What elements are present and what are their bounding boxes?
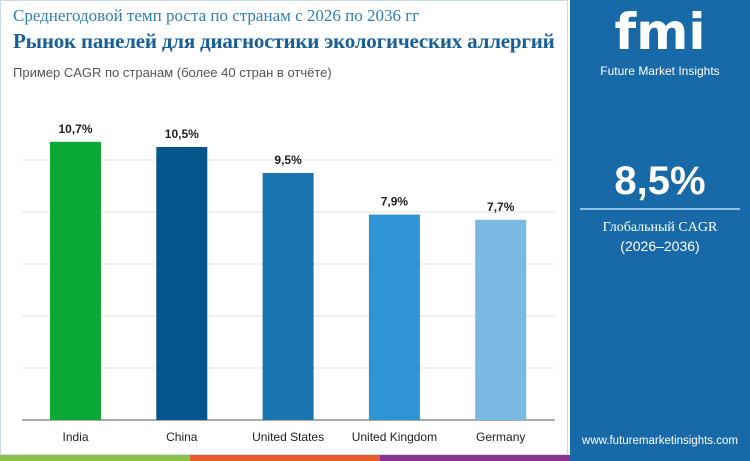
divider [580, 208, 740, 210]
logo-caption: Future Market Insights [600, 64, 720, 78]
data-label: 10,7% [58, 122, 92, 136]
bar [156, 147, 208, 420]
website-link[interactable]: www.futuremarketinsights.com [582, 435, 738, 447]
category-label: Germany [476, 430, 525, 444]
chart-subtitle: Среднегодовой темп роста по странам с 20… [13, 6, 420, 25]
color-stripe [0, 455, 570, 461]
bar [262, 173, 314, 420]
data-label: 7,7% [487, 200, 515, 214]
bar [50, 141, 101, 421]
data-label: 7,9% [381, 195, 409, 209]
fmi-logo: fmi [614, 3, 706, 61]
global-cagr-label: Глобальный CAGR [602, 220, 718, 235]
bar-chart: 10,7% India 10,5% China 9,5% United States 7,9… [22, 122, 555, 444]
global-cagr-period: (2026–2036) [620, 238, 700, 254]
chart-panel: Среднегодовой темп роста по странам с 20… [0, 0, 568, 455]
chart-note: Пример CAGR по странам (более 40 стран в… [13, 65, 332, 80]
data-label: 10,5% [165, 127, 199, 141]
category-label: United States [252, 430, 324, 444]
category-label: China [166, 430, 198, 444]
category-label: India [62, 430, 88, 444]
bar [475, 219, 527, 420]
category-label: United Kingdom [352, 430, 437, 444]
chart-title: Рынок панелей для диагностики экологичес… [13, 29, 555, 53]
global-cagr-value: 8,5% [614, 159, 706, 203]
data-label: 9,5% [274, 153, 302, 167]
bar [368, 214, 420, 420]
sidebar: fmi Future Market Insights 8,5% Глобальн… [570, 0, 750, 461]
